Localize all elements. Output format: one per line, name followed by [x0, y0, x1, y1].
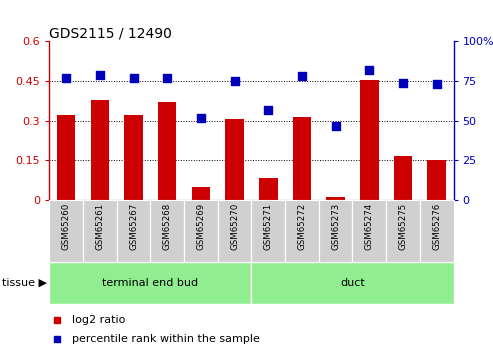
Bar	[386, 200, 420, 262]
Point	[163, 75, 171, 81]
Text: GSM65275: GSM65275	[398, 203, 408, 250]
Point	[332, 123, 340, 128]
Text: percentile rank within the sample: percentile rank within the sample	[71, 334, 259, 344]
Text: duct: duct	[340, 278, 365, 288]
Bar	[83, 200, 117, 262]
Text: tissue ▶: tissue ▶	[2, 278, 47, 288]
Bar	[225, 119, 244, 200]
Point	[62, 75, 70, 81]
Bar	[124, 116, 143, 200]
Bar	[117, 200, 150, 262]
Bar	[319, 200, 352, 262]
Bar	[285, 200, 319, 262]
Bar	[49, 200, 83, 262]
Bar	[251, 262, 454, 304]
Text: GSM65274: GSM65274	[365, 203, 374, 250]
Bar	[352, 200, 386, 262]
Bar	[192, 187, 210, 200]
Text: GSM65260: GSM65260	[62, 203, 70, 250]
Point	[365, 67, 373, 73]
Bar	[218, 200, 251, 262]
Bar	[184, 200, 218, 262]
Point	[197, 115, 205, 120]
Text: GSM65271: GSM65271	[264, 203, 273, 250]
Text: GSM65270: GSM65270	[230, 203, 239, 250]
Text: GSM65269: GSM65269	[196, 203, 206, 250]
Bar	[251, 200, 285, 262]
Text: GDS2115 / 12490: GDS2115 / 12490	[49, 26, 172, 40]
Bar	[394, 156, 412, 200]
Point	[231, 78, 239, 84]
Point	[96, 72, 104, 78]
Point	[298, 73, 306, 79]
Bar	[326, 197, 345, 200]
Bar	[150, 200, 184, 262]
Text: terminal end bud: terminal end bud	[103, 278, 198, 288]
Bar	[420, 200, 454, 262]
Point	[130, 75, 138, 81]
Bar	[158, 102, 176, 200]
Bar	[57, 116, 75, 200]
Point	[399, 80, 407, 86]
Text: GSM65261: GSM65261	[95, 203, 105, 250]
Bar	[360, 80, 379, 200]
Point	[264, 107, 272, 112]
Bar	[293, 117, 311, 200]
Text: log2 ratio: log2 ratio	[71, 315, 125, 325]
Bar	[49, 262, 251, 304]
Point	[433, 81, 441, 87]
Bar	[259, 178, 278, 200]
Text: GSM65273: GSM65273	[331, 203, 340, 250]
Text: GSM65267: GSM65267	[129, 203, 138, 250]
Text: GSM65268: GSM65268	[163, 203, 172, 250]
Text: GSM65272: GSM65272	[297, 203, 307, 250]
Text: GSM65276: GSM65276	[432, 203, 441, 250]
Bar	[427, 160, 446, 200]
Bar	[91, 100, 109, 200]
